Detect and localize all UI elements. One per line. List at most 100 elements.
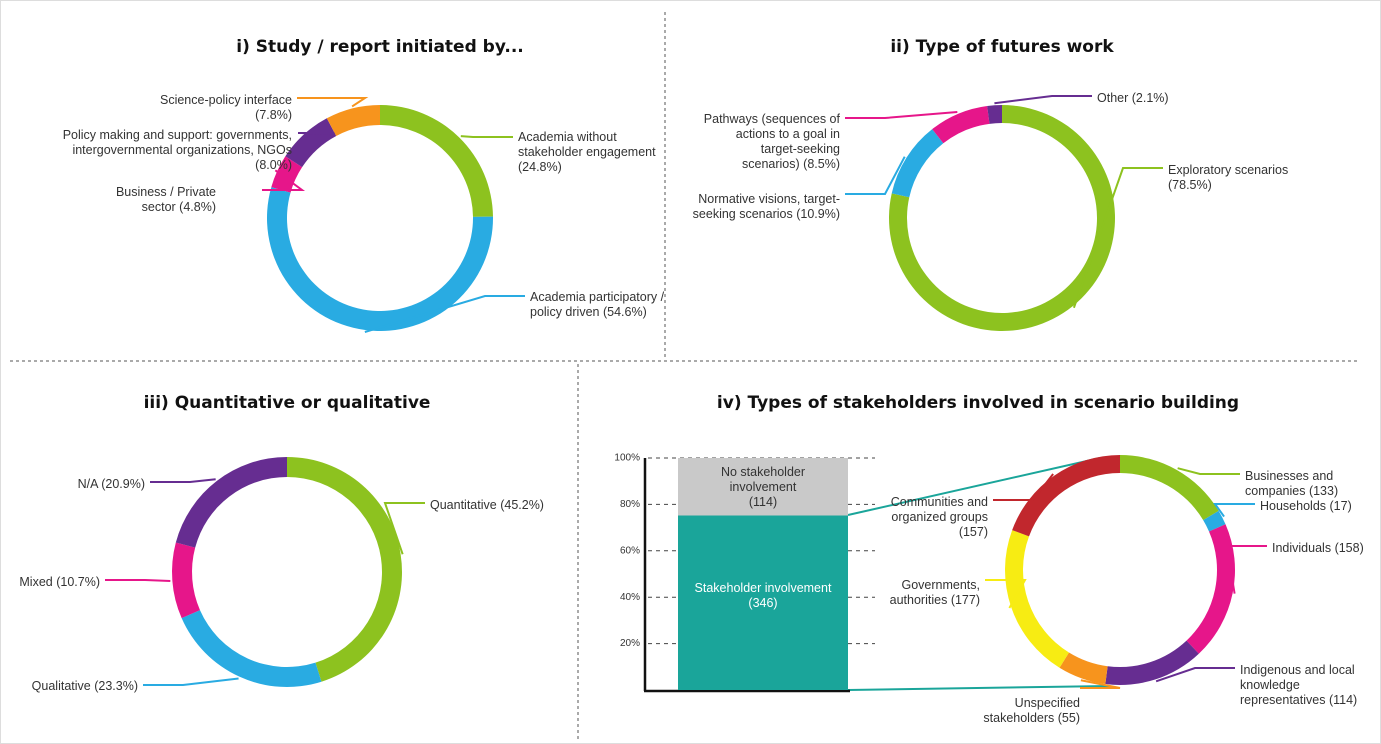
label-part: Individuals (1272, 541, 1332, 555)
leader-line (1177, 467, 1240, 475)
label-part: Normative visions, target-seeking scenar… (692, 192, 840, 221)
slice (181, 610, 322, 687)
label-part: Policy making and support: governments, … (62, 128, 292, 157)
leader-line (845, 156, 906, 195)
slice (175, 457, 287, 548)
leader-line (262, 169, 306, 191)
leader-line (143, 677, 239, 686)
slice-label: Academia participatory / policy driven (… (530, 290, 670, 320)
slice-label: Academia without stakeholder engagement … (518, 130, 668, 175)
slice (271, 156, 303, 193)
label-part: (114) (1328, 693, 1358, 707)
label-part: Unspecified stakeholders (983, 696, 1080, 725)
slice-label: Normative visions, target-seeking scenar… (680, 192, 840, 222)
slice (380, 105, 493, 217)
label-part: (157) (958, 525, 988, 539)
slice-label: Households (17) (1260, 499, 1380, 514)
bar-segment (678, 515, 848, 690)
slice-label: Mixed (10.7%) (10, 575, 100, 590)
slice (1059, 652, 1108, 685)
chart-title: iv) Types of stakeholders involved in sc… (717, 393, 1239, 413)
label-part: Business / Private sector (115, 185, 216, 214)
leader-line (994, 95, 1092, 105)
label-part: (114) (748, 494, 778, 509)
segment-label: No stakeholder involvement (114) (688, 465, 838, 510)
leader-line (1225, 545, 1267, 594)
slice (1203, 510, 1226, 532)
slice (1120, 455, 1219, 521)
leader-line (150, 478, 216, 483)
slice (987, 105, 1002, 124)
label-part: Governments, authorities (889, 578, 980, 607)
label-part: Other (1097, 91, 1129, 105)
slice (1012, 455, 1120, 537)
label-part: Stakeholder involvement (694, 580, 832, 595)
label-part: No stakeholder involvement (720, 464, 806, 494)
slice (1005, 530, 1069, 668)
leader-line (1213, 503, 1255, 518)
slice (1105, 640, 1199, 685)
label-part: Qualitative (31, 679, 91, 693)
slice-label: Policy making and support: governments, … (42, 128, 292, 173)
slice (285, 118, 337, 168)
label-part: Mixed (19, 575, 53, 589)
label-part: Businesses and companies (1245, 469, 1334, 498)
label-part: (4.8%) (179, 200, 216, 214)
connector (847, 685, 1111, 691)
label-part: (8.0%) (255, 158, 292, 172)
label-part: Academia participatory / policy driven (530, 290, 665, 319)
label-part: (78.5%) (1168, 178, 1212, 192)
label-part: Academia without stakeholder engagement (518, 130, 656, 159)
slice (891, 129, 944, 198)
leader-line (1080, 679, 1121, 689)
slice-label: Communities and organized groups (157) (868, 495, 988, 540)
slice-label: Qualitative (23.3%) (10, 679, 138, 694)
leader-line (297, 97, 369, 108)
slice-label: Businesses and companies (133) (1245, 469, 1365, 499)
y-tick-label: 40% (620, 592, 640, 603)
chart-title: i) Study / report initiated by... (236, 37, 523, 57)
leader-line (383, 502, 425, 555)
segment-label: Stakeholder involvement (346) (688, 581, 838, 611)
slice (326, 105, 380, 136)
label-part: (10.9%) (796, 207, 840, 221)
y-tick-label: 20% (620, 638, 640, 649)
label-part: Quantitative (430, 498, 497, 512)
label-part: (45.2%) (500, 498, 544, 512)
label-part: N/A (77, 477, 98, 491)
y-tick-label: 80% (620, 499, 640, 510)
label-part: Households (1260, 499, 1327, 513)
slice-label: Business / Private sector (4.8%) (96, 185, 216, 215)
slice-label: Pathways (sequences of actions to a goal… (700, 112, 840, 172)
leader-line (1155, 667, 1235, 683)
leader-line (845, 111, 958, 119)
slice-label: Individuals (158) (1272, 541, 1377, 556)
slice-label: Quantitative (45.2%) (430, 498, 580, 513)
slice (1186, 524, 1235, 654)
label-part: Exploratory scenarios (1168, 163, 1289, 177)
label-part: Pathways (sequences of actions to a goal… (703, 112, 840, 171)
label-part: (23.3%) (94, 679, 138, 693)
connector (847, 457, 1101, 516)
slice-label: Indigenous and local knowledge represent… (1240, 663, 1375, 708)
leader-line (105, 579, 171, 582)
label-part: (158) (1334, 541, 1364, 555)
chart-title: ii) Type of futures work (890, 37, 1114, 57)
label-part: (7.8%) (255, 108, 292, 122)
leader-line (460, 135, 513, 138)
slice-label: Governments, authorities (177) (860, 578, 980, 608)
leader-line (993, 473, 1054, 501)
slice (932, 105, 990, 144)
leader-line (985, 579, 1027, 609)
slice (172, 542, 200, 619)
slice-label: Exploratory scenarios (78.5%) (1168, 163, 1328, 193)
chart-title: iii) Quantitative or qualitative (144, 393, 431, 413)
slice-label: Science-policy interface (7.8%) (142, 93, 292, 123)
label-part: (55) (1057, 711, 1080, 725)
label-part: (10.7%) (56, 575, 100, 589)
slice-label: Other (2.1%) (1097, 91, 1197, 106)
slice (267, 187, 494, 331)
y-tick-label: 100% (614, 453, 640, 464)
label-part: (346) (748, 595, 778, 610)
